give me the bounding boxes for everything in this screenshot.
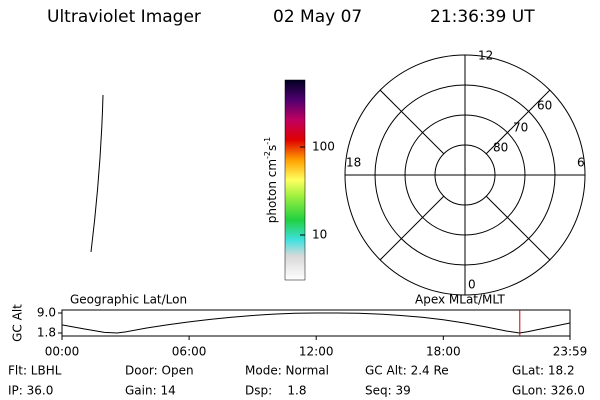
info-field: Seq: 39 [365, 384, 411, 398]
colorbar-unit: photon cm-2s-1 [263, 137, 279, 224]
mlt-label: 0 [468, 278, 476, 292]
colorbar [284, 79, 306, 281]
date: 02 May 07 [273, 7, 362, 27]
x-tick-label: 12:00 [299, 345, 334, 359]
unit-exp: -1 [263, 137, 272, 145]
info-field: Door: Open [125, 364, 194, 378]
unit-exp: -2 [263, 151, 272, 159]
title: Ultraviolet Imager [47, 7, 201, 27]
colorbar-tick-label: 100 [312, 140, 335, 154]
info-field: Gain: 14 [125, 384, 176, 398]
mlt-label: 12 [478, 49, 493, 63]
trace [90, 94, 104, 253]
info-field: GC Alt: 2.4 Re [365, 364, 449, 378]
info-field: Dsp: 1.8 [245, 384, 307, 398]
polar-grid [344, 54, 586, 296]
unit-text: s [265, 145, 279, 151]
x-tick-label: 18:00 [426, 345, 461, 359]
mlt-label: 6 [577, 156, 585, 170]
lat-label: 70 [513, 121, 528, 135]
y-label: GC Alt [11, 304, 25, 342]
time: 21:36:39 UT [430, 7, 535, 27]
info-field: Mode: Normal [245, 364, 329, 378]
unit-text: photon cm [265, 159, 279, 223]
x-tick-label: 06:00 [172, 345, 207, 359]
panel-title: Geographic Lat/Lon [70, 293, 187, 307]
info-field: Flt: LBHL [8, 364, 62, 378]
colorbar-tick-label: 10 [312, 228, 327, 242]
x-tick-label: 00:00 [45, 345, 80, 359]
info-field: IP: 36.0 [8, 384, 53, 398]
panel-title: Apex MLat/MLT [415, 293, 505, 307]
info-field: GLon: 326.0 [512, 384, 585, 398]
altitude-line [61, 312, 571, 334]
x-tick-label: 23:59 [553, 345, 588, 359]
y-tick-label: 1.8 [37, 326, 56, 340]
mlt-label: 18 [346, 156, 361, 170]
lat-label: 80 [493, 141, 508, 155]
lat-label: 60 [537, 99, 552, 113]
info-field: GLat: 18.2 [512, 364, 575, 378]
panel-frame [61, 309, 571, 337]
y-tick-label: 9.0 [37, 306, 56, 320]
